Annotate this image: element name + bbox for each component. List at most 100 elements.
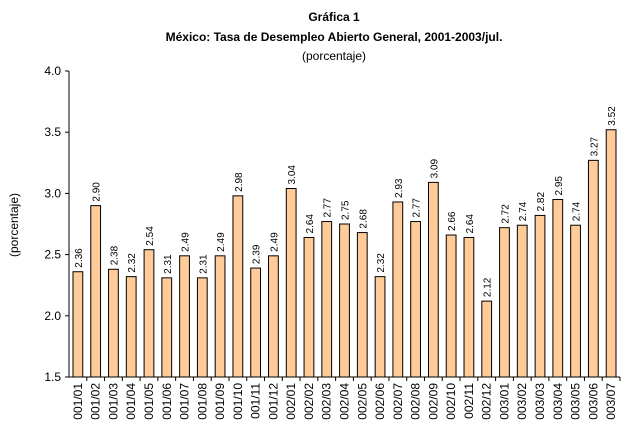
data-label: 2.98	[234, 172, 245, 192]
data-label: 2.64	[465, 214, 476, 234]
data-label: 2.36	[74, 248, 85, 268]
x-tick-label: 002/10	[444, 383, 458, 420]
data-label: 2.77	[412, 198, 423, 218]
y-tick-label: 2.5	[44, 248, 61, 262]
data-label: 2.38	[109, 245, 120, 265]
data-label: 3.09	[429, 158, 440, 178]
data-label: 2.31	[163, 254, 174, 274]
bar-003-01	[499, 227, 510, 378]
data-label: 2.77	[323, 198, 334, 218]
x-tick-label: 001/03	[106, 383, 120, 420]
bar-002-08	[410, 221, 421, 378]
data-label: 2.74	[518, 201, 529, 221]
data-label: 2.32	[376, 253, 387, 273]
bar-003-04	[552, 199, 564, 378]
y-axis-ticks: 1.5 2.0 2.5 3.0 3.5 4.0	[44, 64, 69, 384]
x-tick-label: 002/02	[302, 383, 316, 420]
bar-002-10	[445, 234, 457, 378]
data-label: 2.49	[269, 232, 280, 252]
bar-003-06	[587, 159, 599, 378]
data-label: 3.04	[287, 165, 298, 185]
y-tick-label: 3.0	[44, 186, 61, 200]
y-tick-label: 2.0	[44, 309, 61, 323]
bar-002-05	[356, 232, 368, 378]
x-tick-label: 001/04	[124, 383, 138, 420]
bar-002-07	[392, 201, 404, 378]
y-tick-label: 3.5	[44, 125, 61, 139]
x-tick-label: 002/09	[426, 383, 440, 420]
bar-001-06	[161, 277, 173, 378]
bar-001-03	[108, 268, 119, 378]
bar-002-09	[427, 181, 439, 378]
data-label: 2.64	[305, 214, 316, 234]
data-label: 2.68	[358, 209, 369, 229]
x-tick-label: 003/07	[604, 383, 618, 420]
x-tick-label: 003/03	[533, 383, 547, 420]
x-tick-label: 001/10	[231, 383, 245, 420]
data-label: 2.31	[198, 254, 209, 274]
bar-002-01	[285, 188, 297, 378]
x-tick-label: 001/02	[89, 383, 103, 420]
x-tick-label: 001/06	[160, 383, 174, 420]
x-tick-label: 002/04	[338, 383, 352, 420]
bar-001-07	[179, 255, 190, 378]
x-tick-label: 002/08	[409, 383, 423, 420]
bar-003-07	[605, 129, 617, 378]
bar-003-02	[516, 224, 528, 378]
bar-001-08	[196, 277, 208, 378]
bar-003-03	[534, 214, 546, 378]
y-axis-label: (porcentaje)	[7, 193, 21, 257]
data-labels-group: 2.36 2.90 2.38 2.32 2.54 2.31 2.49 2.31 2.49 2.98…	[74, 106, 618, 297]
bar-002-12	[481, 300, 493, 378]
x-tick-label: 001/09	[213, 383, 227, 420]
data-label: 2.54	[145, 226, 156, 246]
chart-subtitle: México: Tasa de Desempleo Abierto Genera…	[166, 30, 503, 44]
bar-001-12	[268, 255, 279, 378]
x-tick-label: 001/12	[266, 383, 280, 420]
bar-001-04	[125, 276, 137, 378]
bar-001-11	[250, 267, 262, 378]
y-tick-label: 4.0	[44, 64, 61, 78]
x-tick-label: 001/08	[195, 383, 209, 420]
data-label: 2.49	[216, 232, 227, 252]
data-label: 2.49	[181, 232, 192, 252]
data-label: 2.74	[572, 201, 583, 221]
data-label: 3.52	[607, 106, 618, 126]
chart-unit-label: (porcentaje)	[302, 49, 366, 63]
bar-001-01	[72, 271, 84, 378]
x-tick-label: 002/03	[320, 383, 334, 420]
data-label: 2.75	[341, 200, 352, 220]
bar-001-10	[232, 195, 244, 378]
data-label: 2.90	[92, 182, 103, 202]
bar-002-04	[339, 223, 350, 378]
data-label: 2.32	[127, 253, 138, 273]
x-tick-label: 002/11	[462, 383, 476, 419]
data-label: 2.39	[252, 244, 263, 264]
bar-002-06	[374, 276, 386, 378]
y-tick-label: 1.5	[44, 370, 61, 384]
x-tick-label: 001/07	[178, 383, 192, 420]
data-label: 2.12	[483, 277, 494, 297]
data-label: 2.66	[447, 211, 458, 231]
data-label: 2.95	[554, 176, 565, 196]
data-label: 2.82	[536, 192, 547, 212]
x-axis-ticks: 001/01 001/02 001/03 001/04 001/05 001/06 001/…	[71, 377, 621, 420]
x-tick-label: 001/11	[249, 383, 263, 419]
bars-group	[72, 129, 617, 378]
bar-001-09	[214, 255, 226, 378]
data-label: 3.27	[589, 136, 600, 156]
data-label: 2.93	[394, 178, 405, 198]
x-tick-label: 002/07	[391, 383, 405, 420]
x-tick-label: 003/04	[551, 383, 565, 420]
x-tick-label: 002/01	[284, 383, 298, 420]
chart-title: Gráfica 1	[308, 10, 360, 24]
x-tick-label: 003/02	[515, 383, 529, 420]
data-label: 2.72	[500, 204, 511, 224]
x-tick-label: 001/01	[71, 383, 85, 420]
bar-002-11	[463, 236, 475, 378]
x-tick-label: 001/05	[142, 383, 156, 420]
x-tick-label: 003/06	[586, 383, 600, 420]
bar-002-03	[321, 221, 333, 378]
x-tick-label: 002/12	[480, 383, 494, 420]
